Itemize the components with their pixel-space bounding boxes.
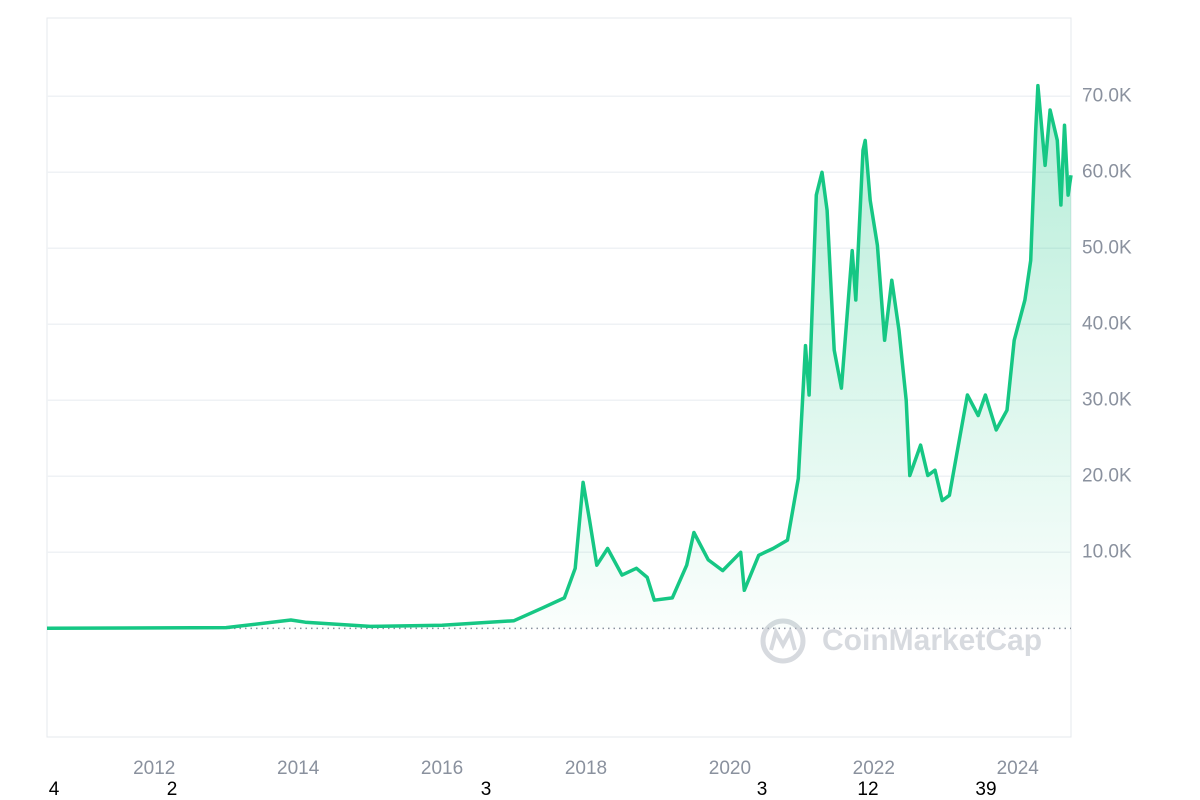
footer-label: 39 [975,779,996,800]
y-tick-label: 40.0K [1082,313,1132,334]
x-tick-label: 2016 [421,758,463,779]
x-tick-label: 2014 [277,758,320,779]
watermark-text: CoinMarketCap [822,624,1042,657]
price-area [47,85,1071,629]
x-tick-label: 2018 [565,758,607,779]
y-tick-label: 70.0K [1082,85,1132,106]
watermark-logo-mark [769,626,797,651]
x-tick-label: 2020 [709,758,751,779]
footer-label: 3 [757,779,768,800]
y-tick-label: 20.0K [1082,465,1132,486]
price-line [46,83,1073,631]
footer-label: 12 [857,779,878,800]
footer-label: 2 [167,779,178,800]
footer-label: 4 [49,779,60,800]
x-tick-label: 2012 [133,758,175,779]
x-tick-label: 2024 [997,758,1040,779]
x-tick-label: 2022 [853,758,895,779]
y-tick-label: 30.0K [1082,389,1132,410]
footer-label: 3 [481,779,492,800]
y-tick-label: 50.0K [1082,237,1132,258]
y-tick-label: 60.0K [1082,161,1132,182]
y-tick-label: 10.0K [1082,541,1132,562]
